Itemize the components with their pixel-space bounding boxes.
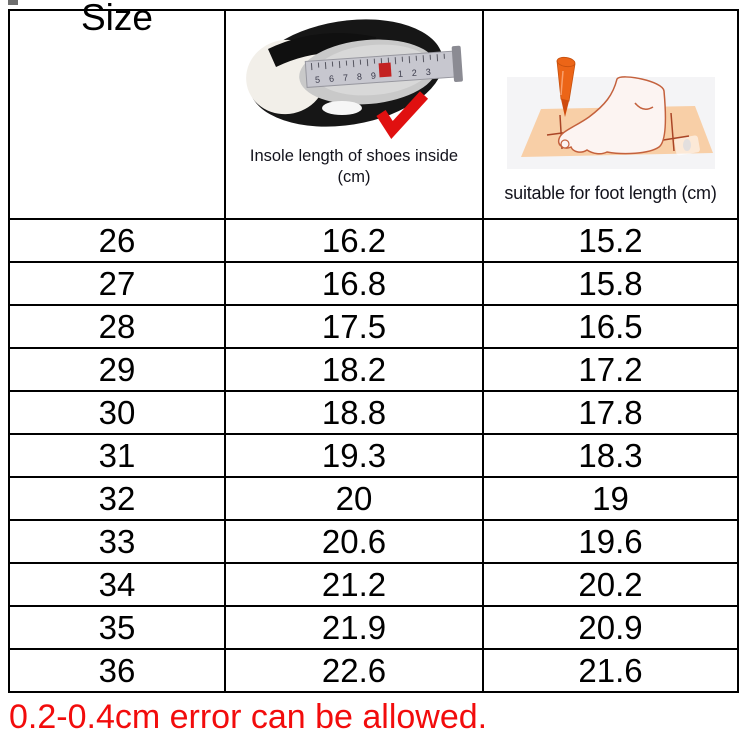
size-column-title: Size [81, 0, 153, 38]
table-row: 34 21.2 20.2 [8, 562, 739, 607]
size-cell: 26 [8, 218, 226, 263]
svg-text:7: 7 [343, 73, 349, 83]
insole-length-cell: 20 [224, 476, 484, 521]
error-note: 0.2-0.4cm error can be allowed. [9, 698, 488, 736]
foot-length-cell: 15.8 [482, 261, 739, 306]
svg-text:2: 2 [411, 68, 417, 78]
size-chart-table: Size [8, 0, 739, 693]
foot-length-cell: 20.9 [482, 605, 739, 650]
size-cell: 33 [8, 519, 226, 564]
size-cell: 28 [8, 304, 226, 349]
table-row: 36 22.6 21.6 [8, 648, 739, 693]
foot-measure-illustration [506, 56, 715, 169]
svg-text:1: 1 [398, 69, 404, 79]
foot-length-cell: 15.2 [482, 218, 739, 263]
header-row: Size [8, 0, 739, 220]
insole-length-cell: 18.8 [224, 390, 484, 435]
size-cell: 35 [8, 605, 226, 650]
svg-text:9: 9 [371, 71, 377, 81]
foot-length-cell: 17.8 [482, 390, 739, 435]
svg-text:3: 3 [425, 67, 431, 77]
foot-caption: suitable for foot length (cm) [504, 183, 717, 203]
svg-text:8: 8 [357, 72, 363, 82]
insole-length-cell: 17.5 [224, 304, 484, 349]
insole-length-cell: 21.9 [224, 605, 484, 650]
insole-length-cell: 16.2 [224, 218, 484, 263]
size-cell: 30 [8, 390, 226, 435]
foot-length-cell: 21.6 [482, 648, 739, 693]
svg-text:5: 5 [315, 74, 321, 84]
foot-length-cell: 19 [482, 476, 739, 521]
size-cell: 34 [8, 562, 226, 607]
header-foot-length: suitable for foot length (cm) [482, 9, 739, 220]
foot-length-cell: 18.3 [482, 433, 739, 478]
table-row: 26 16.2 15.2 [8, 218, 739, 263]
svg-text:6: 6 [329, 74, 335, 84]
table-row: 29 18.2 17.2 [8, 347, 739, 392]
red-checkmark-icon [376, 91, 429, 139]
insole-length-cell: 21.2 [224, 562, 484, 607]
table-row: 32 20 19 [8, 476, 739, 521]
scan-artifact [8, 0, 18, 5]
insole-length-cell: 22.6 [224, 648, 484, 693]
table-row: 33 20.6 19.6 [8, 519, 739, 564]
size-cell: 31 [8, 433, 226, 478]
table-row: 31 19.3 18.3 [8, 433, 739, 478]
foot-length-cell: 17.2 [482, 347, 739, 392]
marker-pen-icon [556, 56, 575, 117]
foot-length-cell: 16.5 [482, 304, 739, 349]
table-row: 27 16.8 15.8 [8, 261, 739, 306]
insole-caption-line2: (cm) [337, 167, 371, 186]
foot-length-cell: 19.6 [482, 519, 739, 564]
size-cell: 27 [8, 261, 226, 306]
size-cell: 29 [8, 347, 226, 392]
header-size: Size [8, 0, 226, 220]
size-cell: 32 [8, 476, 226, 521]
insole-length-cell: 19.3 [224, 433, 484, 478]
insole-caption-line1: Insole length of shoes inside [249, 147, 459, 165]
insole-length-cell: 16.8 [224, 261, 484, 306]
foot-length-cell: 20.2 [482, 562, 739, 607]
insole-length-cell: 20.6 [224, 519, 484, 564]
table-row: 28 17.5 16.5 [8, 304, 739, 349]
insole-length-cell: 18.2 [224, 347, 484, 392]
insole-caption: Insole length of shoes inside (cm) [250, 146, 458, 187]
table-row: 30 18.8 17.8 [8, 390, 739, 435]
table-row: 35 21.9 20.9 [8, 605, 739, 650]
size-cell: 36 [8, 648, 226, 693]
